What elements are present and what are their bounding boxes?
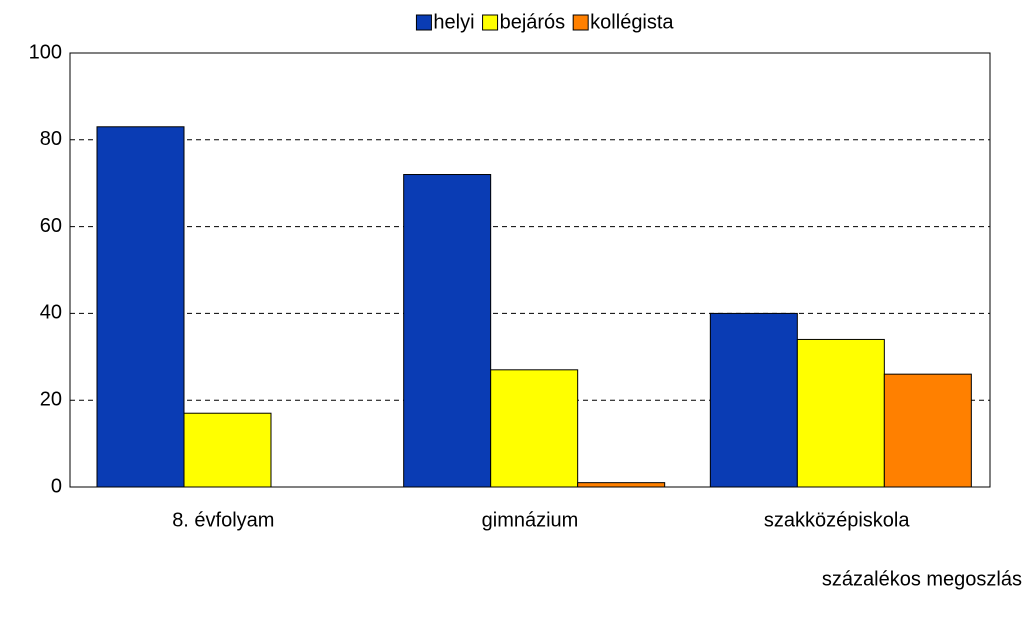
x-tick-label: 8. évfolyam — [172, 509, 274, 531]
y-tick-label: 80 — [40, 128, 62, 150]
bar — [96, 126, 185, 488]
legend-swatch — [572, 14, 589, 31]
y-tick-label: 60 — [40, 215, 62, 237]
legend-label: bejárós — [500, 11, 566, 33]
bar — [183, 412, 272, 488]
legend-swatch — [415, 14, 432, 31]
annotation: százalékos megoszlás — [822, 568, 1022, 590]
y-tick-label: 20 — [40, 388, 62, 410]
y-tick-label: 0 — [51, 475, 62, 497]
bar — [403, 174, 492, 488]
legend-swatch — [482, 14, 499, 31]
bar — [490, 369, 579, 488]
bar — [709, 312, 798, 488]
bar — [577, 482, 666, 488]
bar — [796, 338, 885, 488]
legend-label: kollégista — [590, 11, 674, 33]
x-tick-label: szakközépiskola — [764, 509, 911, 531]
y-tick-label: 40 — [40, 302, 62, 324]
x-tick-label: gimnázium — [482, 509, 579, 531]
y-tick-label: 100 — [29, 41, 62, 63]
legend: helyi bejárós kollégista — [415, 11, 674, 33]
legend-label: helyi — [433, 11, 474, 33]
bar — [883, 373, 972, 488]
